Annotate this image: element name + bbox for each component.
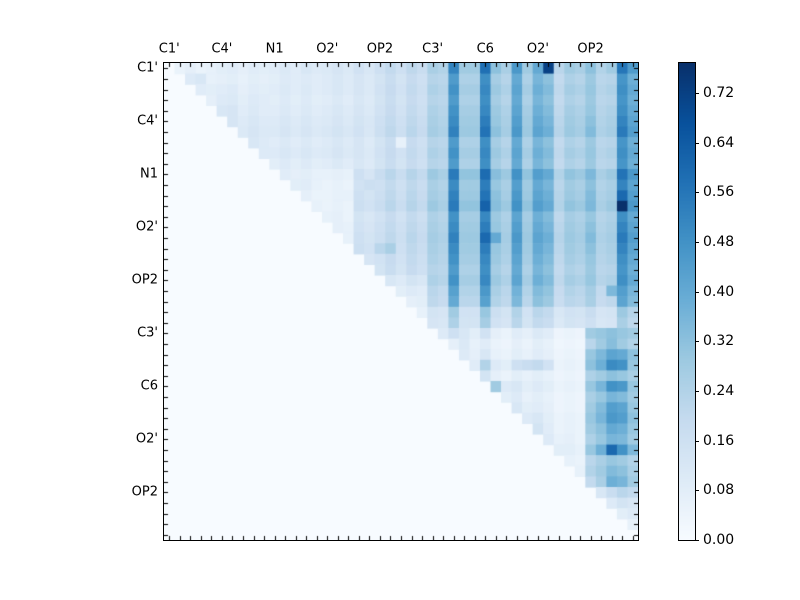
colorbar-tick-label: 0.40 xyxy=(703,283,735,300)
y-axis-label: C3' xyxy=(137,325,158,341)
colorbar-tick xyxy=(695,540,699,541)
x-axis-label: O2' xyxy=(316,41,339,57)
colorbar-tick-label: 0.32 xyxy=(703,333,735,350)
colorbar-tick xyxy=(695,242,699,243)
colorbar-tick xyxy=(695,192,699,193)
y-axis-label: OP2 xyxy=(131,484,158,500)
x-axis-label: OP2 xyxy=(577,41,604,57)
colorbar-tick-label: 0.24 xyxy=(703,382,735,399)
colorbar-tick xyxy=(695,292,699,293)
x-axis-label: C4' xyxy=(211,41,233,57)
x-axis-label: N1 xyxy=(265,41,284,57)
y-axis-label: O2' xyxy=(135,219,158,235)
y-axis-label: N1 xyxy=(140,166,158,182)
colorbar-tick-label: 0.64 xyxy=(703,134,735,151)
colorbar-tick-label: 0.00 xyxy=(703,532,735,548)
colorbar-tick-label: 0.08 xyxy=(703,482,735,499)
colorbar-tick-label: 0.16 xyxy=(703,432,735,449)
y-axis-label: C4' xyxy=(137,113,158,129)
y-axis-label: OP2 xyxy=(131,272,158,288)
x-axis-label: O2' xyxy=(526,41,549,57)
colorbar-tick xyxy=(695,391,699,392)
heatmap-matrix xyxy=(163,62,639,541)
colorbar-tick xyxy=(695,93,699,94)
colorbar-tick xyxy=(695,441,699,442)
x-axis-label: C3' xyxy=(422,41,444,57)
colorbar-tick-label: 0.56 xyxy=(703,184,735,201)
x-axis-label: C1' xyxy=(158,41,180,57)
x-axis-label: C6 xyxy=(476,41,494,57)
y-axis-label: O2' xyxy=(135,431,158,447)
colorbar xyxy=(678,62,696,541)
colorbar-tick xyxy=(695,143,699,144)
x-axis-label: OP2 xyxy=(366,41,394,57)
colorbar-tick-label: 0.48 xyxy=(703,233,735,250)
y-axis-label: C6 xyxy=(140,378,158,394)
colorbar-tick xyxy=(695,490,699,491)
colorbar-tick xyxy=(695,341,699,342)
colorbar-tick-label: 0.72 xyxy=(703,84,735,101)
y-axis-label: C1' xyxy=(137,60,158,76)
